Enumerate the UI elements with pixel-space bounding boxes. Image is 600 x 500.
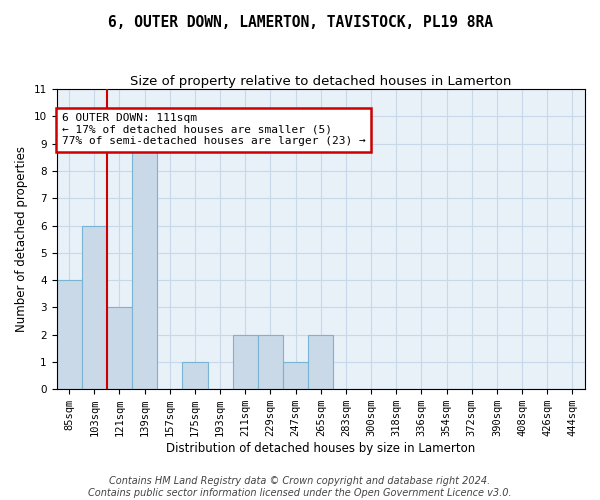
Bar [233, 334, 258, 389]
X-axis label: Distribution of detached houses by size in Lamerton: Distribution of detached houses by size … [166, 442, 475, 455]
Bar [82, 226, 107, 389]
Text: 6 OUTER DOWN: 111sqm
← 17% of detached houses are smaller (5)
77% of semi-detach: 6 OUTER DOWN: 111sqm ← 17% of detached h… [62, 113, 365, 146]
Bar [107, 308, 132, 389]
Text: 6, OUTER DOWN, LAMERTON, TAVISTOCK, PL19 8RA: 6, OUTER DOWN, LAMERTON, TAVISTOCK, PL19… [107, 15, 493, 30]
Bar [308, 334, 334, 389]
Y-axis label: Number of detached properties: Number of detached properties [15, 146, 28, 332]
Title: Size of property relative to detached houses in Lamerton: Size of property relative to detached ho… [130, 75, 511, 88]
Text: Contains HM Land Registry data © Crown copyright and database right 2024.
Contai: Contains HM Land Registry data © Crown c… [88, 476, 512, 498]
Bar [283, 362, 308, 389]
Bar [56, 280, 82, 389]
Bar [182, 362, 208, 389]
Bar [132, 144, 157, 389]
Bar [258, 334, 283, 389]
